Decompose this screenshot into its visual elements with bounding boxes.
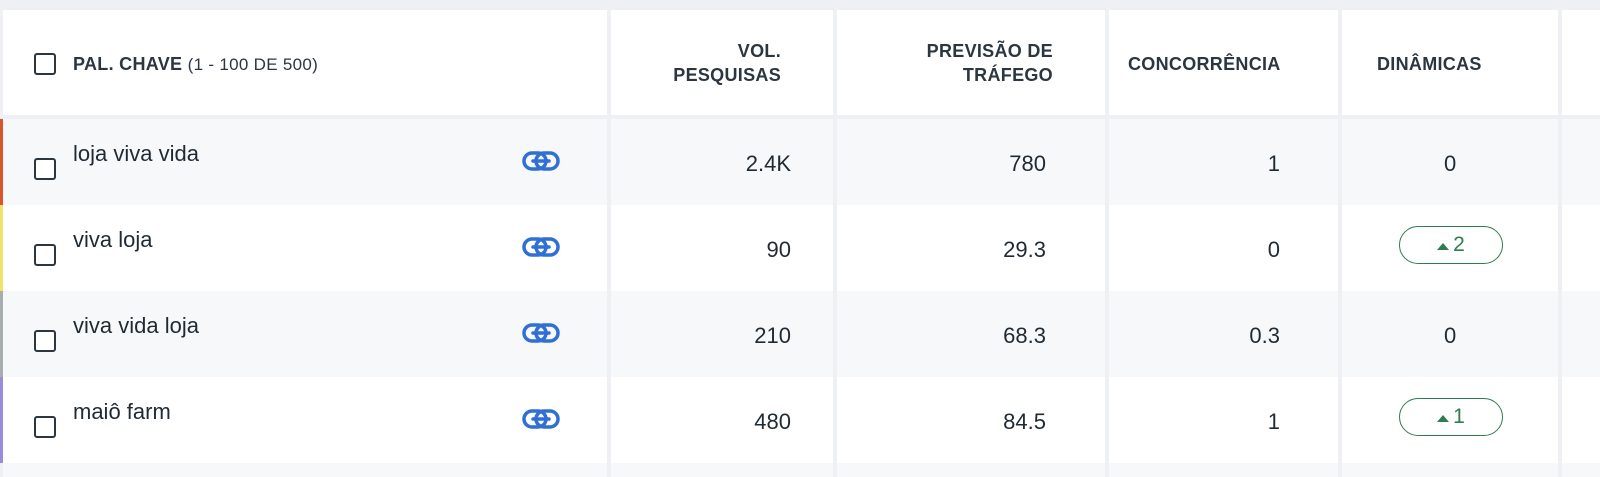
competition-cell (1109, 463, 1338, 477)
header-volume[interactable]: VOL. PESQUISAS (673, 39, 781, 87)
header-extra-cell (1562, 10, 1600, 115)
row-color-stripe (0, 291, 4, 377)
traffic-value: 780 (1009, 151, 1046, 176)
table-row: loja viva vida 2.4K 780 1 0 (0, 119, 1600, 205)
header-keyword-range: (1 - 100 DE 500) (187, 55, 319, 74)
row-checkbox[interactable] (34, 330, 56, 352)
select-all-checkbox[interactable] (34, 53, 56, 75)
dynamics-cell (1342, 463, 1558, 477)
row-color-stripe (0, 119, 4, 205)
volume-cell (611, 463, 833, 477)
keyword-cell (3, 463, 607, 477)
header-keyword[interactable]: PAL. CHAVE (1 - 100 DE 500) (73, 52, 318, 77)
extra-cell (1562, 377, 1600, 463)
link-icon[interactable] (521, 321, 561, 345)
volume-cell: 90 (611, 205, 833, 291)
header-dynamics-cell[interactable]: DINÂMICAS (1342, 10, 1558, 115)
dynamics-cell: 0 (1342, 119, 1558, 205)
volume-cell: 480 (611, 377, 833, 463)
table-header: PAL. CHAVE (1 - 100 DE 500) VOL. PESQUIS… (3, 10, 1600, 115)
row-color-stripe (0, 205, 4, 291)
header-competition-cell[interactable]: CONCORRÊNCIA (1109, 10, 1338, 115)
traffic-value: 84.5 (1003, 409, 1046, 434)
volume-cell: 2.4K (611, 119, 833, 205)
competition-cell: 0 (1109, 205, 1338, 291)
triangle-up-icon (1437, 414, 1450, 422)
keywords-table: PAL. CHAVE (1 - 100 DE 500) VOL. PESQUIS… (0, 10, 1600, 477)
table-row-partial (3, 463, 1600, 477)
dynamics-cell: 1 (1342, 377, 1558, 463)
link-icon[interactable] (521, 407, 561, 431)
header-traffic[interactable]: PREVISÃO DE TRÁFEGO (927, 39, 1053, 87)
keyword-text[interactable]: maiô farm (73, 399, 171, 424)
keyword-cell: maiô farm (3, 377, 607, 463)
traffic-cell: 68.3 (837, 291, 1105, 377)
competition-value: 0 (1267, 237, 1280, 262)
extra-cell (1562, 291, 1600, 377)
traffic-cell (837, 463, 1105, 477)
row-checkbox[interactable] (34, 244, 56, 266)
competition-cell: 0.3 (1109, 291, 1338, 377)
keyword-cell: loja viva vida (3, 119, 607, 205)
volume-value: 90 (766, 237, 791, 262)
extra-cell (1562, 119, 1600, 205)
dynamics-value: 1 (1453, 405, 1465, 428)
header-keyword-cell: PAL. CHAVE (1 - 100 DE 500) (3, 10, 607, 115)
dynamics-badge[interactable]: 1 (1399, 398, 1503, 436)
competition-value: 1 (1267, 151, 1280, 176)
row-checkbox[interactable] (34, 416, 56, 438)
volume-value: 480 (754, 409, 791, 434)
volume-cell: 210 (611, 291, 833, 377)
traffic-cell: 780 (837, 119, 1105, 205)
table-row: viva vida loja 210 68.3 0.3 0 (0, 291, 1600, 377)
extra-cell (1562, 463, 1600, 477)
link-icon[interactable] (521, 149, 561, 173)
table-row: maiô farm 480 84.5 1 1 (0, 377, 1600, 463)
dynamics-value: 0 (1444, 151, 1457, 176)
link-icon[interactable] (521, 235, 561, 259)
volume-value: 210 (754, 323, 791, 348)
dynamics-badge[interactable]: 2 (1399, 226, 1503, 264)
competition-value: 0.3 (1249, 323, 1280, 348)
dynamics-value: 2 (1453, 233, 1465, 256)
traffic-cell: 84.5 (837, 377, 1105, 463)
header-volume-line1: VOL. (737, 41, 781, 61)
traffic-value: 29.3 (1003, 237, 1046, 262)
dynamics-cell: 0 (1342, 291, 1558, 377)
header-traffic-line2: TRÁFEGO (962, 65, 1053, 85)
row-color-stripe (0, 377, 4, 463)
row-checkbox[interactable] (34, 158, 56, 180)
traffic-value: 68.3 (1003, 323, 1046, 348)
header-competition[interactable]: CONCORRÊNCIA (1128, 54, 1281, 74)
dynamics-cell: 2 (1342, 205, 1558, 291)
keyword-text[interactable]: viva vida loja (73, 313, 199, 338)
extra-cell (1562, 205, 1600, 291)
traffic-cell: 29.3 (837, 205, 1105, 291)
header-traffic-cell[interactable]: PREVISÃO DE TRÁFEGO (837, 10, 1105, 115)
competition-value: 1 (1267, 409, 1280, 434)
dynamics-value: 0 (1444, 323, 1457, 348)
keyword-cell: viva vida loja (3, 291, 607, 377)
header-traffic-line1: PREVISÃO DE (926, 41, 1053, 61)
header-dynamics[interactable]: DINÂMICAS (1377, 54, 1482, 74)
header-volume-cell[interactable]: VOL. PESQUISAS (611, 10, 833, 115)
header-volume-line2: PESQUISAS (673, 65, 781, 85)
keyword-cell: viva loja (3, 205, 607, 291)
header-keyword-label: PAL. CHAVE (73, 54, 183, 74)
keyword-text[interactable]: viva loja (73, 227, 153, 252)
table-row: viva loja 90 29.3 0 2 (0, 205, 1600, 291)
volume-value: 2.4K (745, 151, 791, 176)
competition-cell: 1 (1109, 119, 1338, 205)
competition-cell: 1 (1109, 377, 1338, 463)
keyword-text[interactable]: loja viva vida (73, 141, 199, 166)
triangle-up-icon (1437, 242, 1450, 250)
